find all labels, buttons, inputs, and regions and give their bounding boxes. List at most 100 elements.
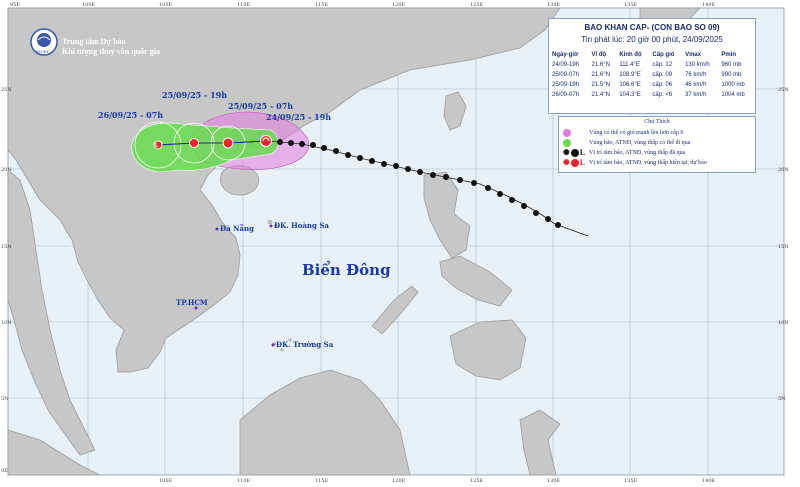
- table-cell: 106.6°E: [619, 82, 641, 88]
- header-pmin: Pmin: [721, 51, 737, 58]
- agency-line-1: Trung tâm Dự báo: [62, 37, 126, 46]
- table-cell: 21.6°N: [591, 62, 610, 68]
- track-label-24-19h: 24/09/25 - 19h: [266, 112, 331, 122]
- past-position-icon: [509, 197, 515, 203]
- past-position-icon: [357, 155, 363, 161]
- past-position-icon: [405, 166, 411, 172]
- forecast-title: BAO KHAN CAP- (CON BAO SO 09): [584, 23, 720, 32]
- lon-label-top-0: 95E: [10, 2, 20, 8]
- lat-label-right-4: 5N: [778, 396, 786, 402]
- lat-label-left-2: 15N: [1, 244, 12, 250]
- forecast-low-glyph: L: [155, 143, 159, 149]
- current-storm-symbol-icon: ✺: [563, 158, 570, 167]
- forecast-storm-icon: [222, 137, 234, 149]
- legend-item-label: Vùng bão, ATNĐ, vùng thấp có thể đi qua: [589, 140, 691, 146]
- hoang-sa-label: ĐK. Hoàng Sa: [274, 221, 329, 230]
- table-row: 25/09-19h 21.5°N 106.6°E cấp: 06 46 km/h…: [551, 80, 755, 90]
- past-position-icon: [443, 174, 449, 180]
- header-lon: Kinh độ: [619, 51, 642, 58]
- past-position-icon: [277, 139, 283, 145]
- table-cell: 21.5°N: [591, 82, 610, 88]
- table-cell: 104.3°E: [619, 92, 641, 98]
- agency-name: Trung tâm Dự báo Khí tượng thuỷ văn quốc…: [62, 37, 160, 57]
- legend-item-storm-zone: Vùng bão, ATNĐ, vùng thấp có thể đi qua: [563, 138, 690, 148]
- past-position-icon: [381, 161, 387, 167]
- table-cell: 1000 mb: [721, 82, 745, 88]
- lat-label-right-0: 25N: [778, 87, 789, 93]
- table-cell: cấp: 12: [652, 62, 673, 68]
- table-cell: 108.9°E: [619, 72, 641, 78]
- past-position-icon: [497, 191, 503, 197]
- lon-label-bottom-5: 130E: [547, 478, 561, 484]
- legend-item-label: Vị trí tâm bão, ATNĐ, vùng thấp hiện tại…: [589, 160, 707, 166]
- past-position-icon: [533, 210, 539, 216]
- table-cell: 25/09-07h: [552, 72, 580, 78]
- table-cell: 130 km/h: [685, 62, 710, 68]
- past-position-icon: [333, 148, 339, 154]
- land-masses: [7, 7, 701, 476]
- lon-label-top-9: 140E: [702, 2, 716, 8]
- hoang-sa-marker: [269, 224, 273, 228]
- table-cell: 76 km/h: [685, 72, 707, 78]
- lat-label-left-0: 25N: [1, 87, 12, 93]
- past-position-icon: [299, 141, 305, 147]
- past-position-icon: [545, 216, 551, 222]
- table-cell: 37 km/h: [685, 92, 707, 98]
- table-cell: cấp: 06: [652, 82, 673, 88]
- track-label-25-07h: 25/09/25 - 07h: [228, 101, 293, 111]
- past-position-icon: [521, 203, 527, 209]
- legend-item-label: Vị trí tâm bão, ATNĐ, vùng thấp đã qua: [589, 150, 686, 156]
- forecast-issued-time: Tin phát lúc: 20 giờ 00 phút, 24/09/2025: [581, 35, 723, 44]
- past-position-icon: [555, 222, 561, 228]
- legend-item-wind-zone: Vùng có thể có gió mạnh lên hơn cấp 6: [563, 128, 683, 138]
- past-storm-symbol-icon: ✺: [563, 148, 570, 157]
- current-storm-icon: [260, 135, 272, 147]
- table-cell: 25/09-19h: [552, 82, 580, 88]
- past-position-icon: [393, 163, 399, 169]
- lon-label-top-6: 125E: [470, 2, 484, 8]
- forecast-track-line: [157, 140, 267, 146]
- agency-logo: NCHMF: [30, 28, 58, 56]
- truong-sa-marker: [271, 343, 275, 347]
- past-position-icon: [321, 145, 327, 151]
- past-low-symbol-icon: L: [579, 148, 586, 157]
- hcm-marker: [194, 306, 198, 310]
- table-cell: 26/09-07h: [552, 92, 580, 98]
- agency-line-2: Khí tượng thuỷ văn quốc gia: [62, 47, 160, 56]
- lon-label-bottom-2: 115E: [315, 478, 329, 484]
- lon-label-top-2: 105E: [159, 2, 173, 8]
- agency-logo-text: NCHMF: [36, 50, 49, 54]
- table-cell: 1004 mb: [721, 92, 745, 98]
- lat-label-right-2: 15N: [778, 244, 789, 250]
- header-lat: Vĩ độ: [591, 51, 607, 58]
- legend-title: Chú Thích: [644, 119, 670, 125]
- lon-label-bottom-7: 140E: [702, 478, 716, 484]
- sea-label: Biển Đông: [302, 261, 391, 279]
- truong-sa-label: ĐK. Trường Sa: [276, 340, 334, 349]
- current-depression-symbol-icon: [570, 159, 579, 167]
- lat-label-left-5: 0E: [1, 468, 8, 474]
- header-datetime: Ngày-giờ: [552, 51, 579, 58]
- header-wind-level: Cấp gió: [652, 51, 675, 58]
- lon-label-top-7: 130E: [547, 2, 561, 8]
- legend-item-current-positions: ✺ L Vị trí tâm bão, ATNĐ, vùng thấp hiện…: [563, 158, 707, 168]
- table-cell: 24/09-19h: [552, 62, 580, 68]
- lat-label-right-1: 20N: [778, 167, 789, 173]
- past-position-icon: [417, 169, 423, 175]
- green-circle-icon: [563, 139, 571, 147]
- past-position-icon: [369, 158, 375, 164]
- table-row: 26/09-07h 21.4°N 104.3°E cấp: <6 37 km/h…: [551, 90, 755, 100]
- table-cell: 21.4°N: [591, 92, 610, 98]
- forecast-low-icon: [153, 140, 163, 150]
- legend-item-past-positions: ✺ L Vị trí tâm bão, ATNĐ, vùng thấp đã q…: [563, 148, 685, 158]
- lon-label-top-8: 135E: [624, 2, 638, 8]
- lon-label-top-4: 115E: [315, 2, 329, 8]
- lat-label-right-3: 10N: [778, 320, 789, 326]
- lon-label-bottom-0: 105E: [159, 478, 173, 484]
- current-low-symbol-icon: L: [579, 158, 586, 167]
- forecast-table: Ngày-giờ Vĩ độ Kinh độ Cấp gió Vmax Pmin…: [551, 49, 755, 100]
- da-nang-label: Đà Nẵng: [220, 224, 254, 233]
- lat-label-left-1: 20N: [1, 167, 12, 173]
- da-nang-marker: [215, 227, 219, 231]
- track-label-26-07h: 26/09/25 - 07h: [98, 110, 163, 120]
